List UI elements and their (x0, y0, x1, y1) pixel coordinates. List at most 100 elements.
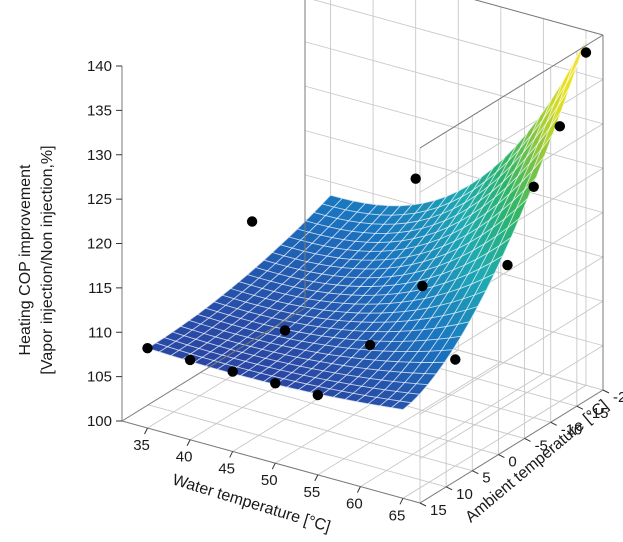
y-tick (445, 486, 453, 491)
x-tick-label: 60 (346, 496, 363, 513)
z-tick-label: 105 (87, 369, 112, 386)
x-tick-label: 40 (176, 449, 193, 466)
z-tick-label: 135 (87, 102, 112, 119)
y-tick-label: 0 (508, 454, 516, 471)
x-tick-label: 65 (389, 507, 406, 524)
data-point (184, 354, 196, 366)
data-point (142, 343, 153, 354)
frame-edge (473, 0, 604, 36)
mesh-line (288, 156, 545, 252)
y-tick-label: 10 (456, 486, 473, 503)
z-tick-label: 125 (87, 191, 112, 208)
y-tick-label: -10 (561, 421, 583, 438)
data-point (554, 121, 565, 132)
x-tick (399, 498, 404, 505)
grid-line (419, 300, 604, 415)
data-point (417, 280, 428, 292)
data-point (450, 354, 461, 365)
axes: 1001051101151201251301351403540455055606… (87, 0, 623, 524)
grid-line (419, 78, 604, 193)
surface-mesh (146, 38, 587, 411)
grid-line (360, 373, 544, 487)
mesh-line (263, 217, 520, 279)
mesh-line (297, 134, 554, 243)
y-tick-label: -20 (613, 389, 623, 406)
x-tick (314, 474, 319, 482)
x-tick-label: 55 (303, 484, 320, 501)
x-tick (271, 462, 276, 470)
y-tick (419, 502, 427, 507)
mesh-line (155, 342, 412, 404)
grid-line (317, 361, 502, 476)
x-axis-title: Water temperature [°C] (170, 472, 332, 536)
mesh-line (305, 111, 562, 234)
grid-line (200, 372, 499, 456)
x-tick-label: 45 (218, 460, 235, 477)
y-tick (576, 405, 584, 410)
mesh-line (213, 301, 470, 333)
data-point (227, 366, 238, 377)
frame-edge (419, 389, 604, 504)
data-point (312, 389, 323, 401)
grid-line (419, 345, 604, 460)
mesh-line (180, 325, 437, 375)
data-point (279, 325, 291, 336)
x-tick (186, 439, 191, 446)
mesh-line (255, 237, 512, 287)
data-points (142, 47, 592, 401)
z-tick-label: 110 (88, 324, 112, 341)
mesh-line (313, 87, 570, 225)
y-tick (524, 437, 531, 442)
z-tick-label: 115 (88, 280, 112, 297)
mesh-line (205, 307, 462, 342)
data-point (270, 378, 281, 389)
mesh-line (164, 337, 420, 395)
z-tick-label: 100 (87, 413, 112, 430)
y-tick-label: 15 (430, 502, 447, 519)
y-tick (602, 389, 610, 394)
gridlines (121, 0, 604, 504)
x-tick-label: 50 (261, 472, 278, 489)
mesh-line (222, 294, 478, 323)
z-axis-title-line1: Heating COP improvement (17, 164, 34, 355)
y-tick (550, 421, 557, 426)
y-tick-label: 5 (482, 470, 490, 487)
data-point (502, 259, 513, 271)
z-axis-title-line2: [Vapor injection/Non injection,%] (39, 145, 56, 374)
grid-line (174, 388, 473, 472)
data-point (580, 47, 592, 58)
mesh-line (197, 313, 453, 353)
mesh-line (230, 288, 487, 314)
grid-line (402, 384, 587, 499)
z-tick-label: 120 (87, 236, 112, 253)
data-point (246, 216, 258, 227)
data-point (364, 339, 376, 351)
x-tick (356, 486, 361, 493)
y-axis-title: Ambient temperature [°C] (462, 397, 611, 526)
y-tick (498, 454, 505, 459)
frame-edge (121, 307, 306, 422)
x-tick (229, 451, 234, 458)
surface-cell (565, 39, 587, 85)
mesh-line (188, 319, 445, 363)
frame-edge (121, 420, 421, 504)
mesh-line (247, 255, 504, 296)
frame-edge (419, 34, 604, 149)
grid-line (474, 0, 604, 36)
grid-line (148, 404, 447, 488)
y-tick-label: -5 (535, 437, 548, 454)
z-tick-label: 130 (87, 147, 112, 164)
y-tick-label: -15 (587, 405, 609, 422)
y-tick (472, 470, 479, 475)
mesh-line (172, 331, 428, 386)
mesh-line (322, 63, 579, 216)
mesh-line (330, 38, 587, 207)
data-point (528, 181, 539, 192)
data-point (410, 173, 421, 184)
grid-line (312, 0, 604, 80)
z-tick-label: 140 (87, 58, 112, 75)
x-tick-label: 35 (133, 437, 150, 454)
mesh-line (238, 273, 495, 305)
